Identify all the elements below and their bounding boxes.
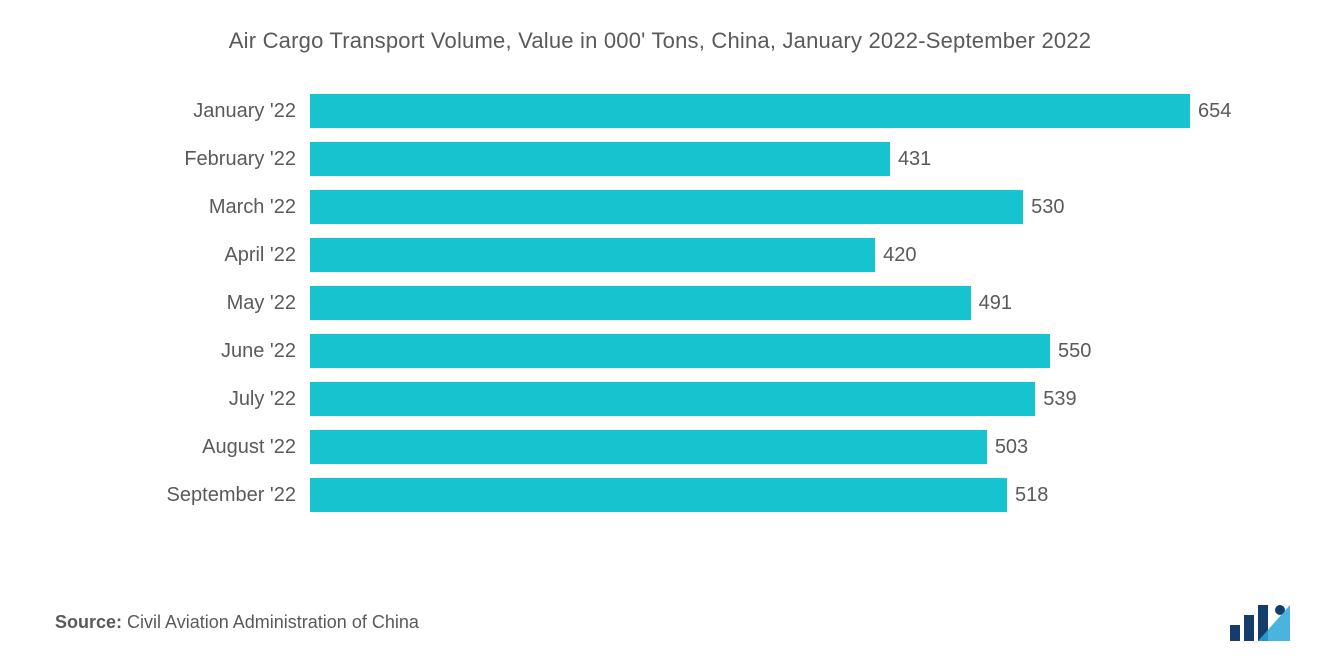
bar-row: March '22 530 xyxy=(60,190,1270,224)
category-label: July '22 xyxy=(60,388,310,411)
bar-track: 654 xyxy=(310,94,1270,128)
value-label: 539 xyxy=(1035,388,1076,411)
category-label: May '22 xyxy=(60,292,310,315)
bar-track: 530 xyxy=(310,190,1270,224)
bar-track: 420 xyxy=(310,238,1270,272)
value-label: 654 xyxy=(1190,100,1231,123)
bar-track: 491 xyxy=(310,286,1270,320)
bar-row: April '22 420 xyxy=(60,238,1270,272)
bar-row: June '22 550 xyxy=(60,334,1270,368)
bar-track: 539 xyxy=(310,382,1270,416)
brand-logo xyxy=(1228,603,1290,643)
chart-plot-area: January '22 654 February '22 431 March '22 53… xyxy=(40,94,1280,512)
category-label: April '22 xyxy=(60,244,310,267)
bar-row: January '22 654 xyxy=(60,94,1270,128)
value-label: 530 xyxy=(1023,196,1064,219)
bar xyxy=(310,478,1007,512)
bar-row: July '22 539 xyxy=(60,382,1270,416)
bar-row: August '22 503 xyxy=(60,430,1270,464)
value-label: 431 xyxy=(890,148,931,171)
bar-track: 503 xyxy=(310,430,1270,464)
category-label: September '22 xyxy=(60,484,310,507)
source-value: Civil Aviation Administration of China xyxy=(127,612,419,632)
bar xyxy=(310,94,1190,128)
bar xyxy=(310,430,987,464)
bar xyxy=(310,142,890,176)
category-label: January '22 xyxy=(60,100,310,123)
category-label: March '22 xyxy=(60,196,310,219)
category-label: August '22 xyxy=(60,436,310,459)
bar xyxy=(310,238,875,272)
bar-row: February '22 431 xyxy=(60,142,1270,176)
chart-title: Air Cargo Transport Volume, Value in 000… xyxy=(40,28,1280,54)
bar xyxy=(310,286,971,320)
bar-track: 518 xyxy=(310,478,1270,512)
bar-track: 431 xyxy=(310,142,1270,176)
bar-row: September '22 518 xyxy=(60,478,1270,512)
category-label: February '22 xyxy=(60,148,310,171)
value-label: 503 xyxy=(987,436,1028,459)
bar xyxy=(310,190,1023,224)
bar xyxy=(310,334,1050,368)
bar-track: 550 xyxy=(310,334,1270,368)
value-label: 550 xyxy=(1050,340,1091,363)
chart-container: Air Cargo Transport Volume, Value in 000… xyxy=(0,0,1320,665)
bar xyxy=(310,382,1035,416)
brand-logo-icon xyxy=(1228,603,1290,643)
value-label: 518 xyxy=(1007,484,1048,507)
value-label: 420 xyxy=(875,244,916,267)
value-label: 491 xyxy=(971,292,1012,315)
category-label: June '22 xyxy=(60,340,310,363)
bar-row: May '22 491 xyxy=(60,286,1270,320)
source-line: Source: Civil Aviation Administration of… xyxy=(55,612,419,633)
source-label: Source: xyxy=(55,612,122,632)
